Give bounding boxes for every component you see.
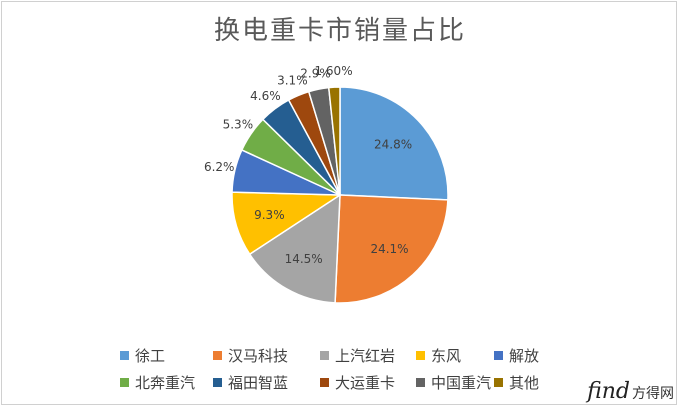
legend-swatch <box>213 351 222 360</box>
legend-label: 其他 <box>509 374 540 392</box>
legend-swatch <box>416 351 425 360</box>
slice-label-7: 4.6% <box>250 89 281 103</box>
legend-swatch <box>213 378 222 387</box>
chart-title: 换电重卡市销量占比 <box>213 16 466 46</box>
legend-item-4: 东风 <box>416 345 461 366</box>
slice-label-9: 2.9% <box>300 66 331 80</box>
legend-label: 徐工 <box>135 347 166 365</box>
legend-label: 汉马科技 <box>228 347 289 365</box>
pie-slice-10 <box>327 86 341 196</box>
legend-label: 上汽红岩 <box>335 347 396 365</box>
legend-item-10: 其他 <box>494 372 539 393</box>
legend-label: 福田智蓝 <box>228 374 289 392</box>
watermark-suffix: 方得网 <box>632 386 674 402</box>
legend-item-5: 解放 <box>494 345 539 366</box>
legend-swatch <box>120 351 129 360</box>
slice-label-2: 24.1% <box>370 242 408 256</box>
legend-swatch <box>494 351 503 360</box>
legend-label: 东风 <box>431 347 462 365</box>
pie-slice-1 <box>339 86 449 201</box>
legend-item-6: 北奔重汽 <box>120 372 195 393</box>
legend-swatch <box>416 378 425 387</box>
legend-item-2: 汉马科技 <box>213 345 288 366</box>
legend-swatch <box>120 378 129 387</box>
slice-label-3: 14.5% <box>285 252 323 266</box>
legend-item-8: 大运重卡 <box>320 372 395 393</box>
legend-label: 中国重汽 <box>431 374 492 392</box>
slice-label-10: 1.60% <box>314 64 352 78</box>
legend-item-9: 中国重汽 <box>416 372 491 393</box>
slice-label-4: 9.3% <box>254 208 285 222</box>
legend-item-3: 上汽红岩 <box>320 345 395 366</box>
legend-label: 大运重卡 <box>335 374 396 392</box>
slice-label-5: 6.2% <box>204 160 235 174</box>
legend-swatch <box>320 378 329 387</box>
legend-item-1: 徐工 <box>120 345 165 366</box>
legend-label: 北奔重汽 <box>135 374 196 392</box>
slice-label-1: 24.8% <box>374 137 412 151</box>
slice-label-8: 3.1% <box>277 74 308 88</box>
legend-swatch <box>320 351 329 360</box>
legend-label: 解放 <box>509 347 540 365</box>
legend-swatch <box>494 378 503 387</box>
pie-slice-3 <box>248 193 341 304</box>
slice-label-6: 5.3% <box>223 118 254 132</box>
pie-slice-2 <box>334 194 449 304</box>
legend-item-7: 福田智蓝 <box>213 372 288 393</box>
watermark-logo: find 方得网 <box>587 379 674 404</box>
watermark-brand: find <box>587 379 630 404</box>
